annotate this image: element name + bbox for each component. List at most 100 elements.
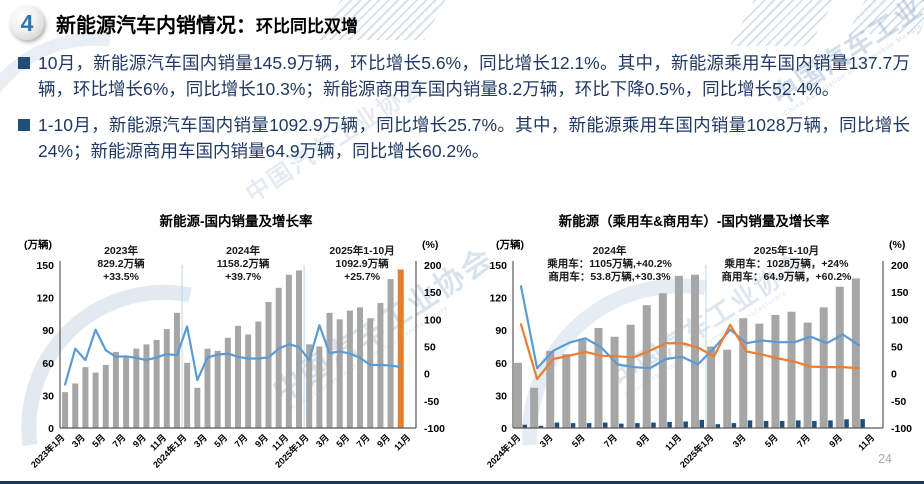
svg-text:150: 150 (891, 287, 909, 299)
svg-text:120: 120 (36, 293, 54, 305)
chart-title: 新能源（乘用车&商用车）-国内销量及增长率 (558, 214, 830, 229)
svg-text:90: 90 (495, 325, 507, 337)
svg-text:1158.2万辆: 1158.2万辆 (217, 257, 270, 270)
svg-text:2025年1-10月: 2025年1-10月 (329, 244, 394, 257)
svg-text:5月: 5月 (212, 432, 229, 449)
svg-text:2024年: 2024年 (593, 244, 627, 257)
bar-series-0 (514, 274, 860, 428)
svg-text:3月: 3月 (731, 432, 748, 449)
watermark-hatch (846, 0, 924, 34)
axes (512, 261, 884, 429)
svg-text:2024年: 2024年 (226, 244, 260, 257)
svg-text:100: 100 (424, 314, 442, 326)
svg-text:-100: -100 (424, 423, 445, 435)
svg-text:7月: 7月 (795, 432, 812, 449)
svg-text:2024年1月: 2024年1月 (484, 432, 522, 470)
svg-text:乘用车：1105万辆,+40.2%: 乘用车：1105万辆,+40.2% (546, 257, 672, 270)
svg-text:5月: 5月 (334, 432, 351, 449)
svg-text:-50: -50 (891, 396, 906, 408)
growth-line-0 (63, 324, 402, 386)
svg-text:商用车：53.8万辆,+30.3%: 商用车：53.8万辆,+30.3% (548, 270, 671, 283)
svg-text:+33.5%: +33.5% (103, 271, 140, 283)
section-number-badge: 4 (10, 6, 44, 40)
bullet-square-icon (18, 57, 30, 69)
svg-text:0: 0 (501, 423, 507, 435)
svg-text:9月: 9月 (634, 432, 651, 449)
page-number: 24 (878, 452, 892, 466)
header: 4 新能源汽车内销情况：环比同比双增 (10, 6, 358, 40)
svg-text:9月: 9月 (827, 432, 844, 449)
svg-text:0: 0 (424, 369, 430, 381)
bullet-item: 1-10月，新能源汽车国内销量1092.9万辆，同比增长25.7%。其中，新能源… (18, 112, 910, 164)
svg-text:+39.7%: +39.7% (225, 271, 262, 283)
svg-text:150: 150 (424, 287, 442, 299)
svg-text:60: 60 (42, 358, 54, 370)
svg-text:11月: 11月 (663, 432, 683, 452)
svg-text:200: 200 (424, 260, 442, 272)
bar-series-1 (522, 419, 865, 428)
svg-text:120: 120 (489, 293, 507, 305)
growth-line-1 (519, 323, 860, 381)
svg-text:150: 150 (489, 260, 507, 272)
svg-text:2025年1-10月: 2025年1-10月 (754, 244, 819, 257)
svg-text:+25.7%: +25.7% (344, 271, 381, 283)
svg-text:3月: 3月 (70, 432, 87, 449)
axis-tick-labels: 0 30 60 90 120 150 -100 -50 0 50 100 150 200 (489, 260, 912, 435)
svg-text:30: 30 (495, 390, 507, 402)
svg-text:829.2万辆: 829.2万辆 (97, 257, 145, 270)
svg-text:3月: 3月 (192, 432, 209, 449)
svg-text:7月: 7月 (233, 432, 250, 449)
svg-text:-100: -100 (891, 423, 912, 435)
svg-text:90: 90 (42, 325, 54, 337)
svg-text:7月: 7月 (602, 432, 619, 449)
svg-text:100: 100 (891, 314, 909, 326)
svg-text:9月: 9月 (131, 432, 148, 449)
svg-text:200: 200 (891, 260, 909, 272)
chart-nev-total: 新能源-国内销量及增长率 0 30 60 90 120 150 -100 -50 0 50 100 1… (18, 212, 454, 484)
svg-text:3月: 3月 (314, 432, 331, 449)
chart-nev-total-plot: 0 30 60 90 120 150 -100 -50 0 50 100 150 200 (万辆) (%) 2… (24, 238, 445, 470)
year-separators (181, 265, 305, 428)
bar-series-0 (62, 269, 404, 428)
bullet-square-icon (18, 119, 30, 131)
chart-nev-pv-cv-plot: 0 30 60 90 120 150 -100 -50 0 50 100 150 200 (万辆) (%) 2… (484, 238, 912, 470)
bullet-list: 10月，新能源汽车国内销量145.9万辆，环比增长5.6%，同比增长12.1%。… (18, 50, 910, 174)
bottom-accent-strip (0, 481, 924, 484)
growth-line-0 (519, 285, 860, 370)
svg-text:30: 30 (42, 390, 54, 402)
svg-text:9月: 9月 (253, 432, 270, 449)
svg-text:2023年: 2023年 (104, 244, 138, 257)
svg-text:60: 60 (495, 358, 507, 370)
svg-text:-50: -50 (424, 396, 439, 408)
svg-text:2023年1月: 2023年1月 (28, 432, 66, 470)
svg-text:11月: 11月 (856, 432, 876, 452)
right-axis-unit: (%) (889, 239, 905, 251)
page-title-sub: 环比同比双增 (256, 16, 358, 36)
svg-text:0: 0 (48, 423, 54, 435)
svg-text:1092.9万辆: 1092.9万辆 (336, 257, 390, 270)
axes (59, 261, 417, 429)
svg-text:11月: 11月 (392, 432, 412, 452)
chart-nev-pv-cv: 新能源（乘用车&商用车）-国内销量及增长率 0 30 60 90 120 150 -100 -… (468, 212, 920, 484)
svg-text:50: 50 (424, 342, 436, 354)
axis-tick-labels: 0 30 60 90 120 150 -100 -50 0 50 100 150 200 (36, 260, 445, 435)
left-axis-unit: (万辆) (496, 238, 524, 251)
bullet-text: 1-10月，新能源汽车国内销量1092.9万辆，同比增长25.7%。其中，新能源… (38, 115, 910, 161)
chart-title: 新能源-国内销量及增长率 (159, 214, 313, 229)
left-axis-unit: (万辆) (24, 238, 52, 251)
svg-text:3月: 3月 (538, 432, 555, 449)
svg-text:9月: 9月 (375, 432, 392, 449)
bullet-text: 10月，新能源汽车国内销量145.9万辆，环比增长5.6%，同比增长12.1%。… (38, 53, 910, 99)
svg-text:2025年1月: 2025年1月 (677, 432, 715, 470)
svg-text:7月: 7月 (111, 432, 128, 449)
bullet-item: 10月，新能源汽车国内销量145.9万辆，环比增长5.6%，同比增长12.1%。… (18, 50, 910, 102)
svg-text:5月: 5月 (763, 432, 780, 449)
page-title-main: 新能源汽车内销情况： (56, 14, 256, 37)
svg-text:50: 50 (891, 342, 903, 354)
svg-text:150: 150 (36, 260, 54, 272)
